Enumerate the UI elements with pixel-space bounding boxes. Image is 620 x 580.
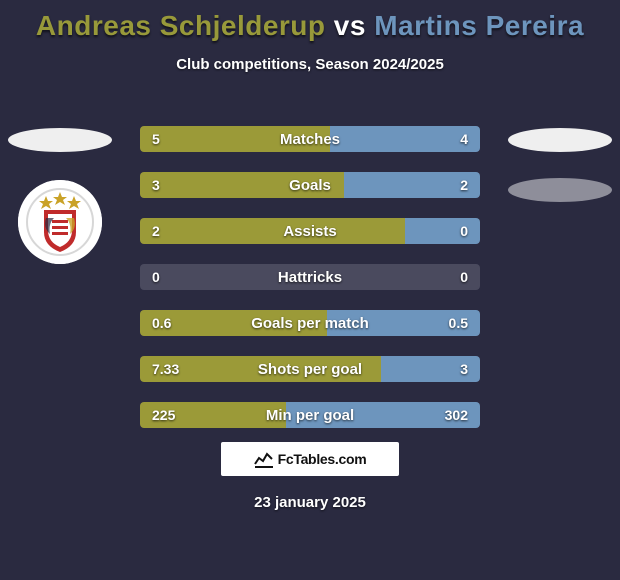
stat-bar-neutral — [140, 264, 480, 290]
footer-date: 23 january 2025 — [0, 494, 620, 511]
stat-value-player2: 0.5 — [449, 310, 468, 336]
stat-bars: 54Matches32Goals20Assists00Hattricks0.60… — [140, 126, 480, 448]
stat-bar-player2 — [330, 126, 480, 152]
stat-value-player1: 225 — [152, 402, 175, 428]
footer-brand-text: FcTables.com — [278, 451, 367, 467]
stat-value-player2: 302 — [445, 402, 468, 428]
stat-bar-player1 — [140, 218, 405, 244]
stat-bar-player1 — [140, 172, 344, 198]
footer-brand: FcTables.com — [221, 442, 399, 476]
stat-row: 0.60.5Goals per match — [140, 310, 480, 336]
brand-logo-icon — [254, 450, 274, 468]
stat-bar-player2 — [405, 218, 480, 244]
stat-value-player1: 0 — [152, 264, 160, 290]
decor-ellipse — [8, 128, 112, 152]
stat-value-player2: 3 — [460, 356, 468, 382]
stat-value-player2: 2 — [460, 172, 468, 198]
stat-value-player1: 2 — [152, 218, 160, 244]
player1-name: Andreas Schjelderup — [36, 10, 326, 41]
club-badge-icon — [18, 180, 102, 264]
subtitle: Club competitions, Season 2024/2025 — [0, 56, 620, 73]
stat-value-player1: 3 — [152, 172, 160, 198]
stat-value-player2: 0 — [460, 218, 468, 244]
stat-value-player1: 5 — [152, 126, 160, 152]
stat-row: 225302Min per goal — [140, 402, 480, 428]
vs-text: vs — [334, 10, 366, 41]
club-badge-player1 — [18, 180, 102, 264]
stat-bar-player1 — [140, 126, 330, 152]
stat-value-player2: 0 — [460, 264, 468, 290]
stat-row: 20Assists — [140, 218, 480, 244]
stat-value-player1: 0.6 — [152, 310, 171, 336]
stat-row: 54Matches — [140, 126, 480, 152]
decor-ellipse — [508, 128, 612, 152]
stat-row: 32Goals — [140, 172, 480, 198]
stat-value-player1: 7.33 — [152, 356, 179, 382]
decor-ellipse — [508, 178, 612, 202]
stat-row: 7.333Shots per goal — [140, 356, 480, 382]
player2-name: Martins Pereira — [374, 10, 584, 41]
stat-value-player2: 4 — [460, 126, 468, 152]
comparison-title: Andreas Schjelderup vs Martins Pereira — [0, 0, 620, 42]
stat-row: 00Hattricks — [140, 264, 480, 290]
